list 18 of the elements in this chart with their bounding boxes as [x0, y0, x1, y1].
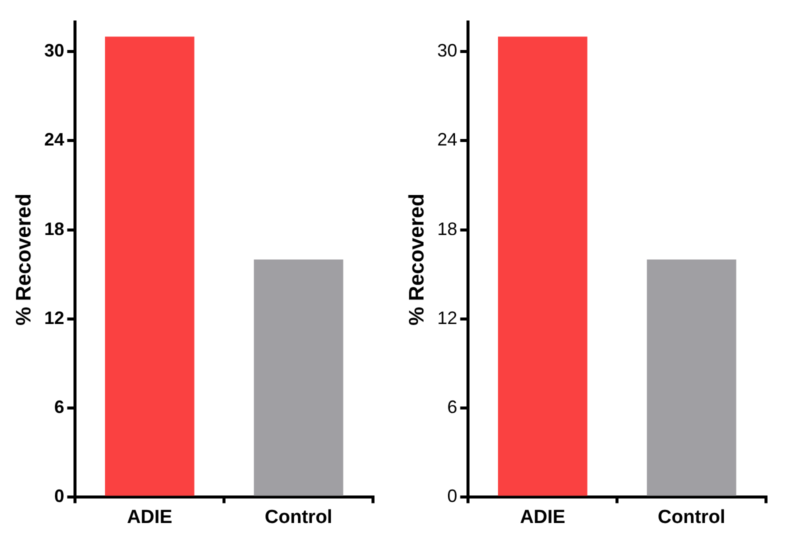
y-tick-label: 12: [437, 308, 458, 328]
y-tick-label: 18: [437, 218, 458, 239]
y-tick-label: 0: [54, 486, 64, 506]
y-tick-label: 6: [447, 397, 458, 418]
y-axis-title: % Recovered: [405, 194, 428, 326]
x-tick-label: Control: [658, 506, 726, 528]
x-tick-label: Control: [264, 506, 332, 528]
y-tick-label: 0: [447, 486, 458, 506]
y-tick-label: 30: [437, 40, 458, 60]
y-axis-title: % Recovered: [12, 194, 36, 326]
x-tick-label: ADIE: [520, 506, 566, 528]
y-tick-label: 24: [437, 130, 458, 150]
x-tick-label: ADIE: [126, 506, 172, 528]
y-tick-label: 24: [44, 130, 64, 150]
y-tick-label: 18: [44, 218, 64, 239]
y-tick-label: 30: [44, 40, 64, 60]
y-tick-label: 12: [44, 308, 64, 328]
y-tick-label: 6: [54, 397, 64, 418]
